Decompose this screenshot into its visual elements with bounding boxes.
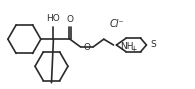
Text: HO: HO [47, 14, 60, 23]
Text: +: + [130, 45, 136, 54]
Text: O: O [83, 43, 90, 52]
Text: NH: NH [120, 42, 134, 51]
Text: O: O [66, 15, 73, 24]
Text: Cl⁻: Cl⁻ [110, 19, 125, 29]
Text: S: S [150, 40, 156, 49]
